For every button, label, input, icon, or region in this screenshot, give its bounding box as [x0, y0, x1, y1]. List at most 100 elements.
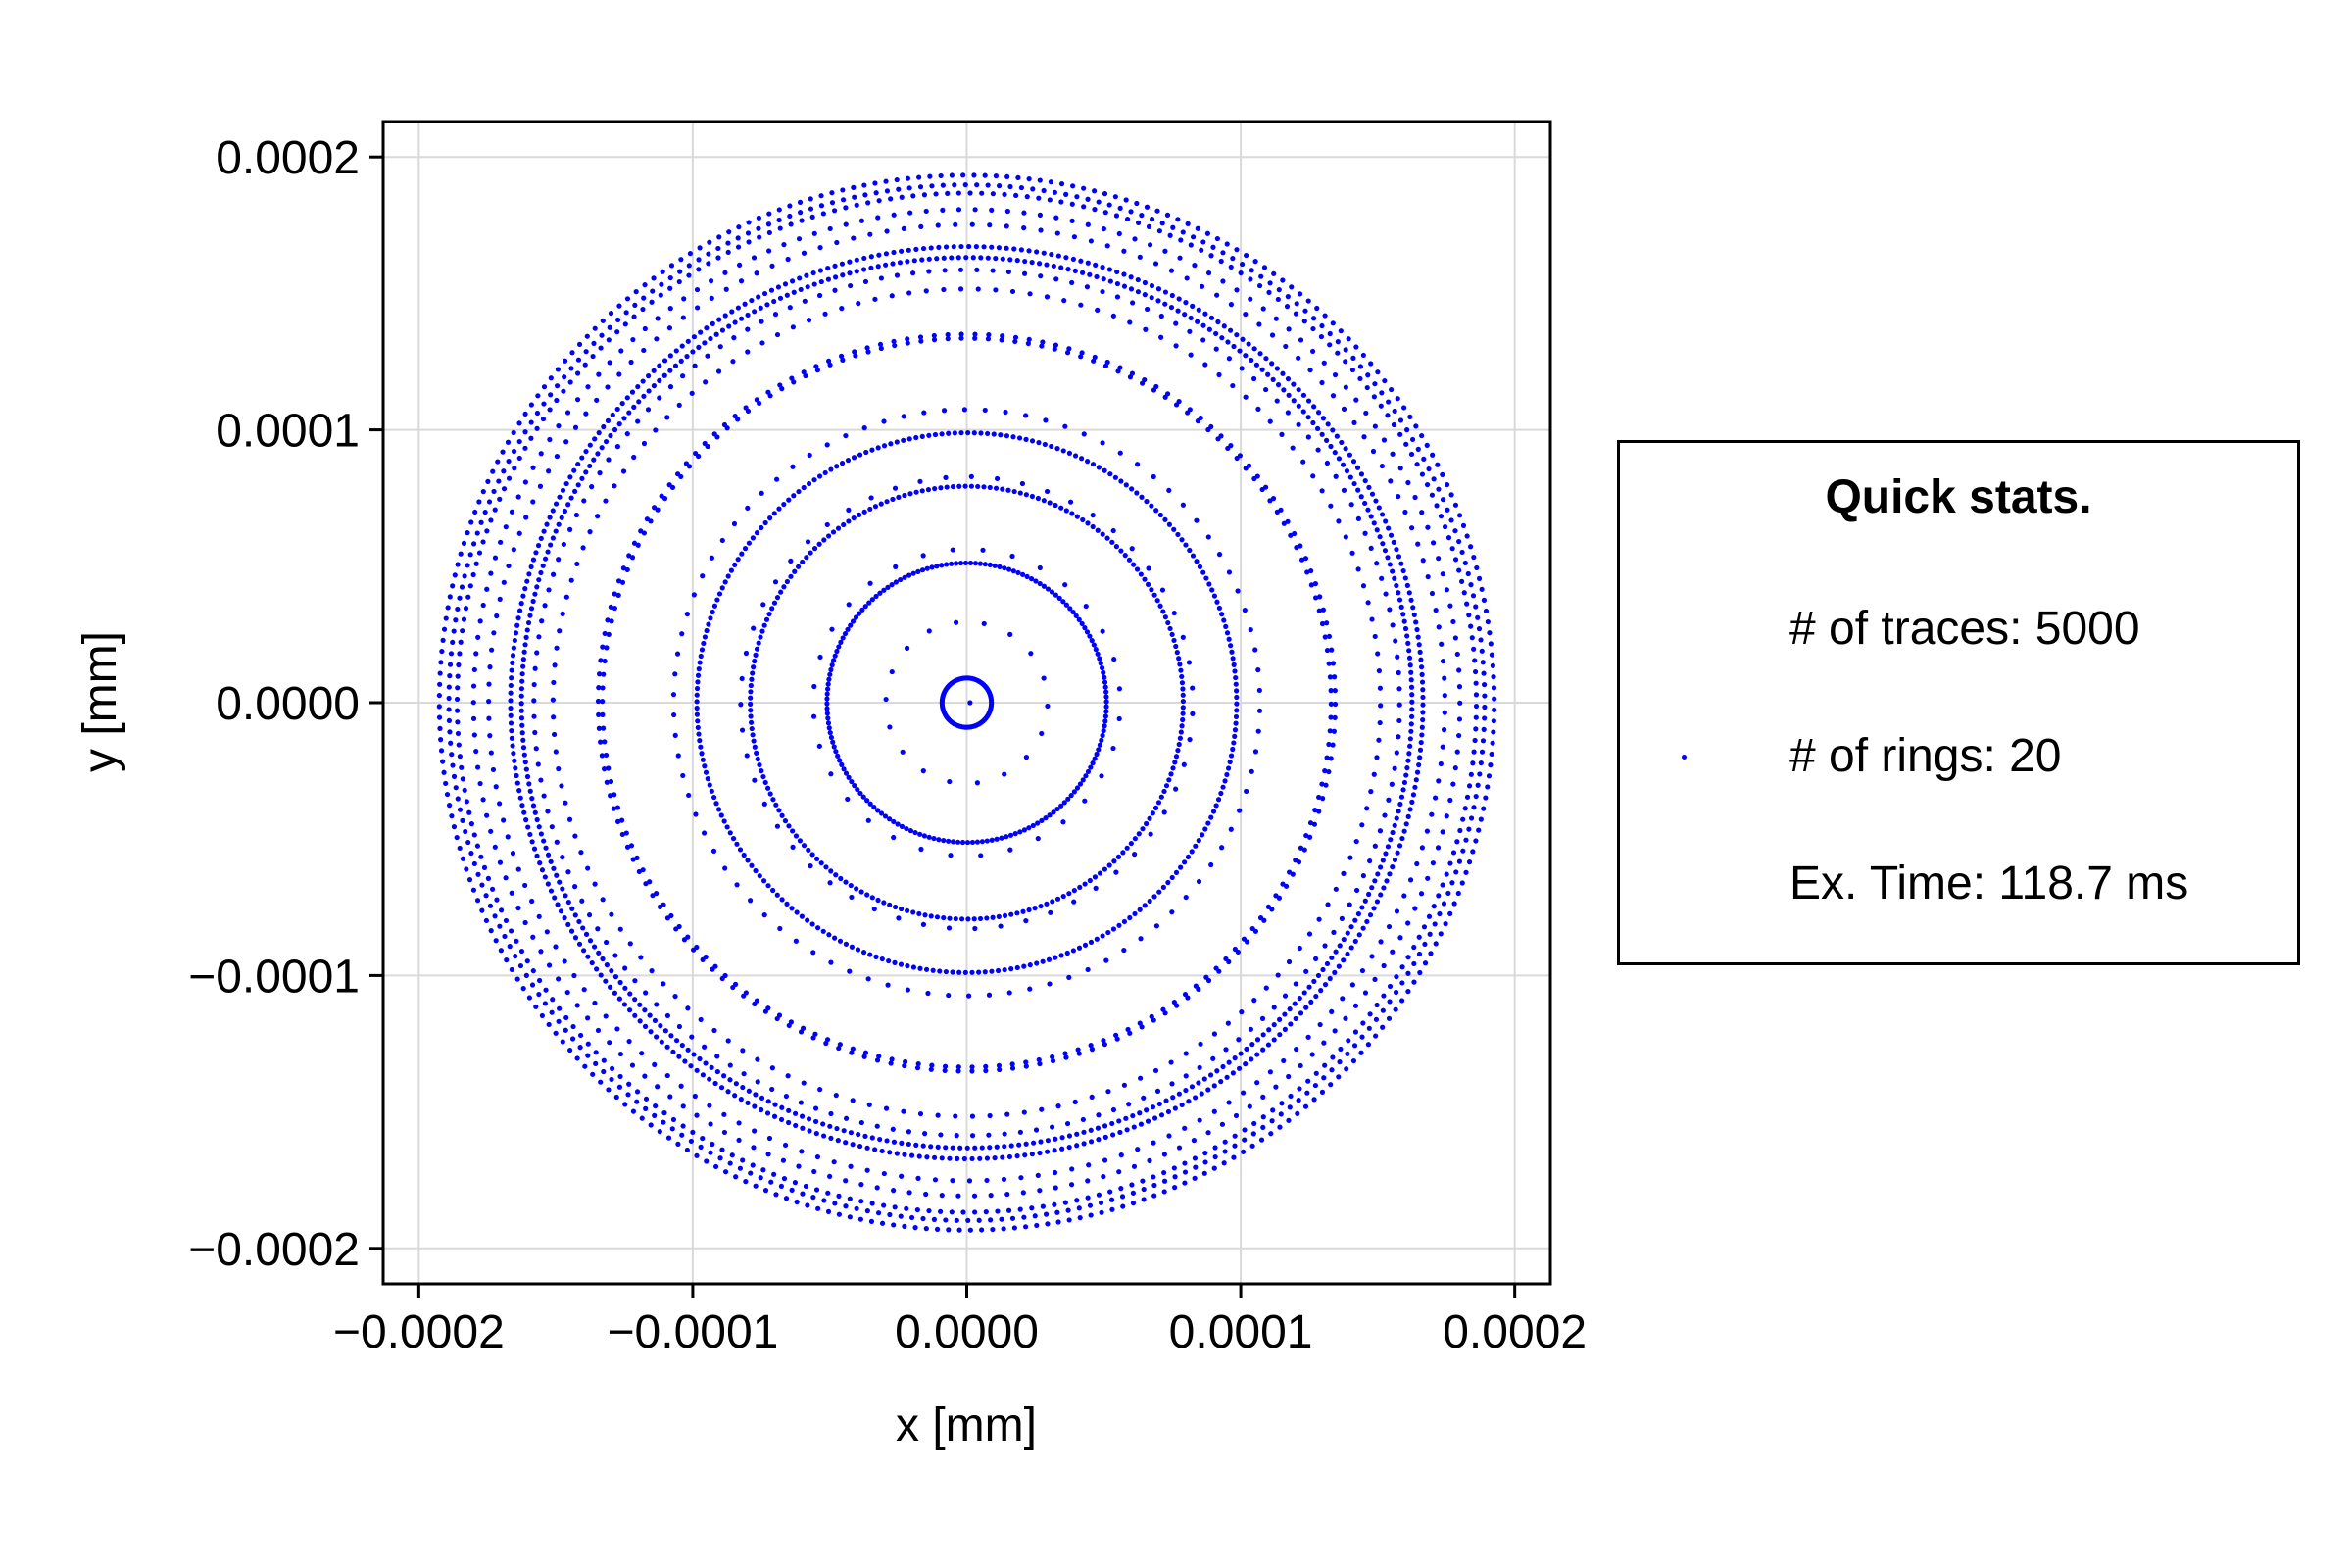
- data-point: [858, 1119, 864, 1126]
- data-point: [1173, 869, 1180, 875]
- data-point: [1417, 649, 1423, 655]
- data-point: [528, 606, 535, 612]
- data-point: [943, 1145, 949, 1151]
- data-point: [1315, 447, 1321, 453]
- data-point: [450, 639, 456, 646]
- data-point: [772, 1102, 778, 1107]
- data-point: [553, 749, 559, 755]
- data-point: [973, 244, 979, 250]
- data-point: [760, 602, 766, 608]
- data-point: [936, 244, 942, 250]
- data-point: [947, 915, 953, 921]
- data-point: [1328, 701, 1334, 707]
- data-point: [1239, 1009, 1245, 1015]
- data-point: [1350, 1057, 1357, 1064]
- data-point: [1007, 847, 1013, 853]
- data-point: [540, 416, 547, 422]
- data-point: [1454, 651, 1460, 658]
- data-point: [1139, 494, 1145, 500]
- data-point: [558, 908, 564, 914]
- data-point: [1009, 1065, 1016, 1071]
- data-point: [834, 239, 840, 246]
- data-point: [1074, 1143, 1080, 1149]
- data-point: [600, 725, 607, 731]
- data-point: [1101, 276, 1106, 282]
- data-point: [956, 255, 961, 261]
- data-point: [813, 856, 820, 861]
- data-point: [755, 1079, 760, 1085]
- data-point: [680, 772, 686, 779]
- data-point: [524, 627, 530, 633]
- data-point: [1386, 525, 1392, 531]
- data-point: [641, 347, 647, 354]
- data-point: [818, 860, 824, 866]
- data-point: [942, 268, 948, 273]
- data-point: [1102, 1157, 1108, 1163]
- data-point: [711, 794, 717, 801]
- data-point: [1449, 880, 1455, 886]
- data-point: [938, 1132, 944, 1138]
- data-point: [646, 373, 652, 379]
- data-point: [745, 312, 751, 318]
- data-point: [509, 735, 515, 741]
- data-point: [1328, 688, 1334, 694]
- data-point: [1332, 1028, 1338, 1034]
- data-point: [1150, 1104, 1156, 1110]
- data-point: [493, 784, 499, 790]
- data-point: [700, 1135, 706, 1142]
- data-point: [1276, 895, 1283, 901]
- data-point: [679, 1132, 685, 1138]
- data-point: [630, 857, 636, 862]
- data-point: [1147, 898, 1152, 905]
- data-point: [1470, 760, 1476, 766]
- data-point: [1350, 355, 1356, 361]
- data-point: [1181, 761, 1187, 767]
- x-tick-label: −0.0001: [608, 1306, 779, 1358]
- data-point: [1037, 1060, 1043, 1067]
- data-point: [492, 913, 498, 919]
- data-point: [832, 274, 839, 280]
- data-point: [1337, 943, 1343, 949]
- data-point: [858, 889, 864, 895]
- data-point: [1111, 657, 1117, 662]
- data-point: [1088, 939, 1095, 945]
- data-point: [1409, 707, 1415, 712]
- data-point: [881, 900, 887, 906]
- data-point: [484, 528, 490, 534]
- data-point: [509, 675, 514, 681]
- data-point: [982, 562, 988, 567]
- data-point: [716, 234, 722, 240]
- data-point: [629, 1062, 636, 1068]
- data-point: [714, 1068, 720, 1075]
- data-point: [1405, 479, 1411, 486]
- data-point: [1248, 1026, 1254, 1032]
- data-point: [1087, 877, 1093, 884]
- data-point: [843, 432, 849, 439]
- data-point: [1036, 1056, 1042, 1063]
- data-point: [1374, 899, 1381, 905]
- data-point: [643, 990, 649, 996]
- data-point: [566, 816, 573, 822]
- data-point: [1310, 473, 1316, 479]
- data-point: [721, 421, 728, 428]
- data-point: [1279, 431, 1285, 437]
- data-point: [1471, 805, 1477, 810]
- data-point: [1113, 1032, 1119, 1038]
- data-point: [1408, 669, 1414, 675]
- data-point: [1081, 431, 1087, 437]
- data-point: [1151, 1174, 1156, 1180]
- data-point: [1177, 662, 1183, 667]
- data-point: [517, 795, 523, 801]
- data-point: [826, 676, 832, 682]
- data-point: [924, 1154, 930, 1160]
- data-point: [791, 289, 797, 295]
- data-point: [702, 340, 708, 346]
- data-point: [1144, 204, 1151, 210]
- data-point: [1214, 1068, 1220, 1074]
- data-point: [1060, 893, 1066, 900]
- data-point: [1147, 242, 1153, 248]
- data-point: [1466, 826, 1472, 832]
- data-point: [632, 1012, 638, 1018]
- data-point: [1391, 539, 1396, 546]
- data-point: [796, 564, 802, 569]
